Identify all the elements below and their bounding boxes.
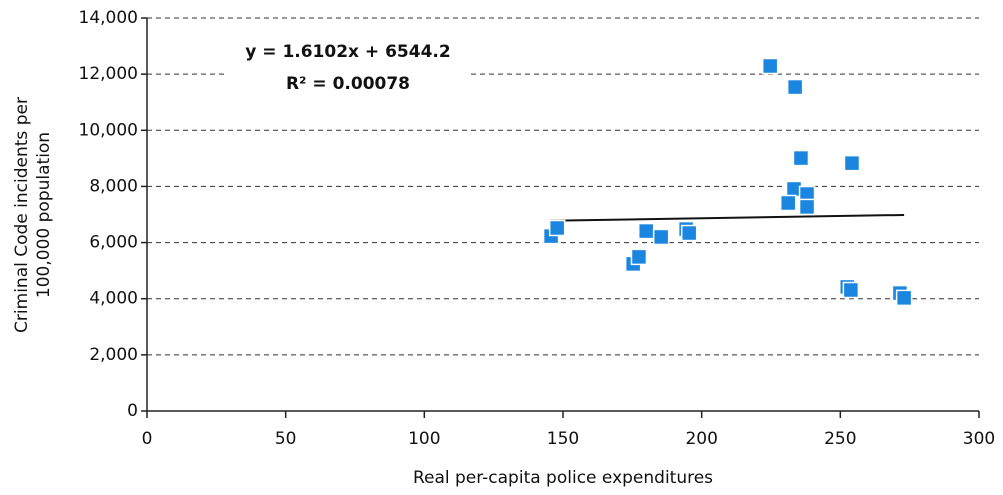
x-tick-label: 150: [547, 429, 579, 449]
x-tick-label: 300: [963, 429, 995, 449]
y-axis-label: Criminal Code incidents per 100,000 popu…: [12, 97, 54, 333]
point: [680, 224, 698, 242]
point: [798, 198, 816, 216]
equation: y = 1.6102x + 6544.2: [245, 42, 450, 62]
x-tick-label: 100: [408, 429, 440, 449]
x-tick-label: 0: [142, 429, 153, 449]
r-squared: R² = 0.00078: [286, 74, 410, 94]
x-tick-label: 50: [275, 429, 297, 449]
point: [637, 222, 655, 240]
y-axis-label-line: Criminal Code incidents per: [12, 97, 32, 333]
x-axis-label: Real per-capita police expenditures: [413, 468, 713, 488]
point: [792, 149, 810, 167]
point: [895, 289, 913, 307]
y-tick-label: 12,000: [79, 64, 138, 84]
y-axis-label-line: 100,000 population: [34, 132, 54, 298]
point: [779, 194, 797, 212]
point: [843, 154, 861, 172]
point: [786, 78, 804, 96]
trendline: [549, 213, 905, 222]
y-tick-label: 6,000: [89, 233, 138, 253]
equation-box: [225, 38, 470, 100]
point: [842, 281, 860, 299]
y-tick-label: 0: [127, 401, 138, 421]
x-tick-label: 200: [685, 429, 717, 449]
y-tick-label: 2,000: [89, 345, 138, 365]
y-tick-label: 4,000: [89, 289, 138, 309]
y-tick-label: 10,000: [79, 120, 138, 140]
point: [652, 228, 670, 246]
y-tick-label: 14,000: [79, 8, 138, 28]
x-tick-label: 250: [824, 429, 856, 449]
y-tick-label: 8,000: [89, 176, 138, 196]
point: [548, 219, 566, 237]
point: [761, 57, 779, 75]
point: [630, 248, 648, 266]
